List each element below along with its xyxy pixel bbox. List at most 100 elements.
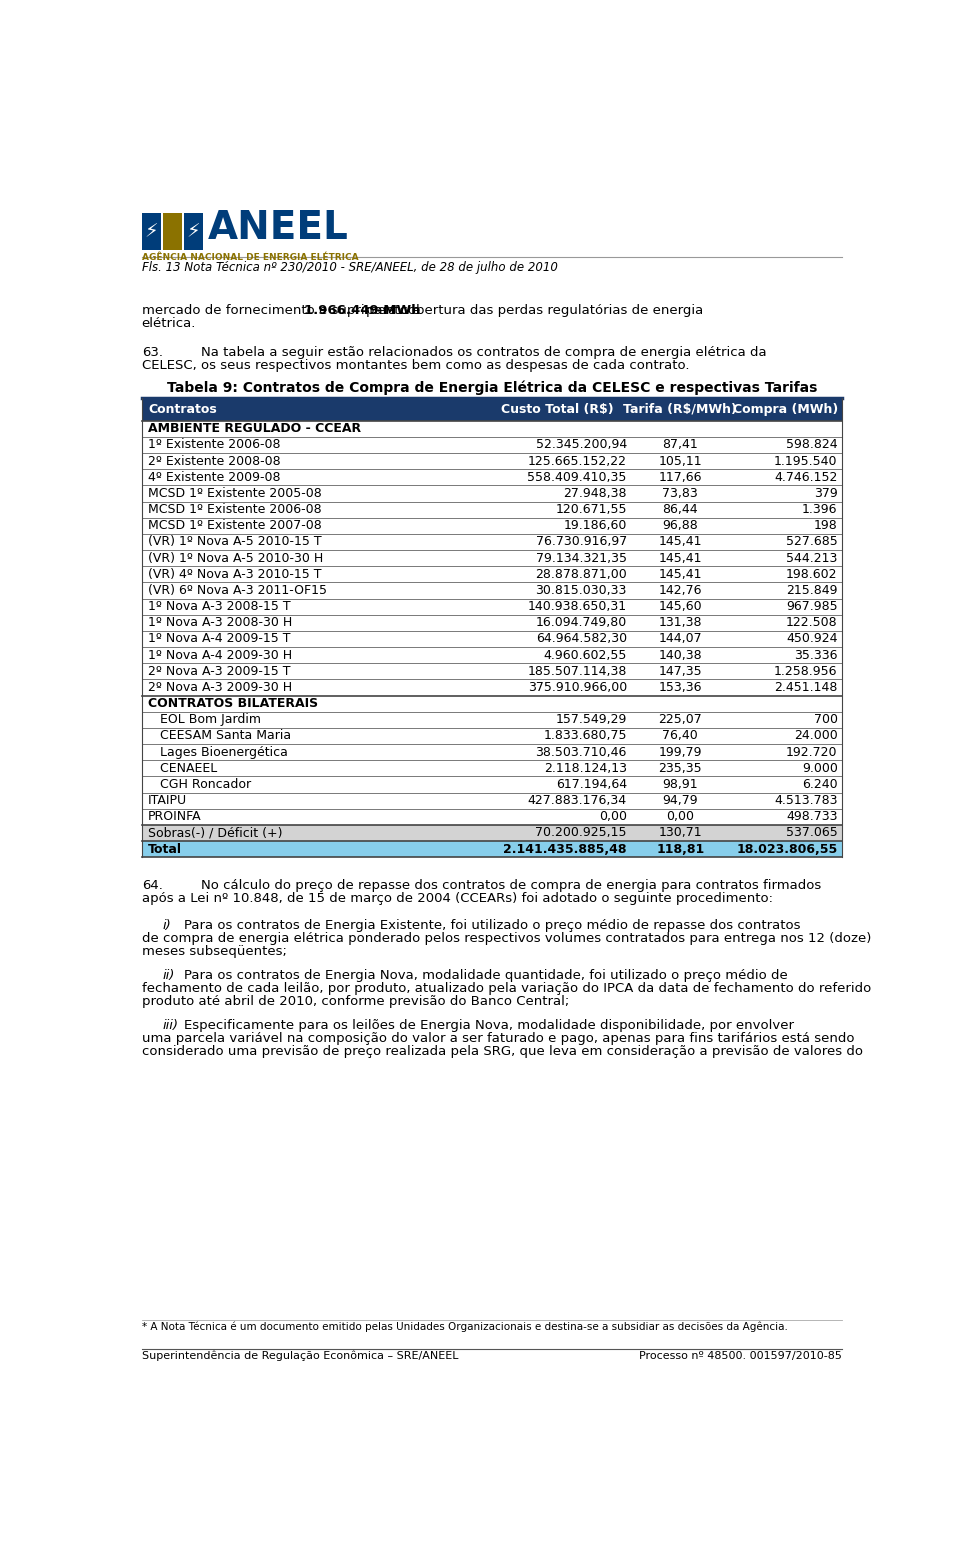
Text: Total: Total bbox=[148, 842, 181, 856]
Text: 117,66: 117,66 bbox=[659, 470, 702, 484]
Text: fechamento de cada leilão, por produto, atualizado pela variação do IPCA da data: fechamento de cada leilão, por produto, … bbox=[142, 982, 871, 995]
Text: Compra (MWh): Compra (MWh) bbox=[733, 402, 838, 416]
Bar bbox=[142, 615, 842, 631]
Text: 98,91: 98,91 bbox=[662, 779, 698, 791]
Text: 2º Nova A-3 2009-15 T: 2º Nova A-3 2009-15 T bbox=[148, 665, 290, 678]
Text: 30.815.030,33: 30.815.030,33 bbox=[536, 584, 627, 597]
Bar bbox=[142, 793, 842, 808]
Text: (VR) 1º Nova A-5 2010-30 H: (VR) 1º Nova A-5 2010-30 H bbox=[148, 552, 324, 564]
Bar bbox=[142, 648, 842, 663]
Text: 118,81: 118,81 bbox=[657, 842, 705, 856]
Bar bbox=[142, 398, 842, 421]
Text: No cálculo do preço de repasse dos contratos de compra de energia para contratos: No cálculo do preço de repasse dos contr… bbox=[202, 879, 822, 891]
Text: 544.213: 544.213 bbox=[786, 552, 838, 564]
Text: 145,60: 145,60 bbox=[659, 600, 702, 614]
Text: ⚡: ⚡ bbox=[186, 222, 200, 241]
Bar bbox=[142, 712, 842, 728]
Text: ii): ii) bbox=[162, 968, 175, 982]
Text: * A Nota Técnica é um documento emitido pelas Unidades Organizacionais e destina: * A Nota Técnica é um documento emitido … bbox=[142, 1321, 787, 1332]
Bar bbox=[142, 745, 842, 760]
Text: 19.186,60: 19.186,60 bbox=[564, 520, 627, 532]
Text: ANEEL: ANEEL bbox=[207, 210, 348, 247]
Text: 9.000: 9.000 bbox=[802, 762, 838, 774]
Text: 140,38: 140,38 bbox=[659, 649, 702, 662]
Bar bbox=[142, 550, 842, 566]
Text: CONTRATOS BILATERAIS: CONTRATOS BILATERAIS bbox=[148, 697, 318, 711]
Text: (VR) 4º Nova A-3 2010-15 T: (VR) 4º Nova A-3 2010-15 T bbox=[148, 567, 322, 581]
Text: 537.065: 537.065 bbox=[786, 827, 838, 839]
Text: Contratos: Contratos bbox=[148, 402, 217, 416]
Text: 700: 700 bbox=[814, 714, 838, 726]
Text: 1.966.449 MWh: 1.966.449 MWh bbox=[304, 304, 420, 316]
Text: 24.000: 24.000 bbox=[794, 729, 838, 743]
Text: CELESC, os seus respectivos montantes bem como as despesas de cada contrato.: CELESC, os seus respectivos montantes be… bbox=[142, 359, 689, 372]
Text: 145,41: 145,41 bbox=[659, 552, 702, 564]
Text: 2º Existente 2008-08: 2º Existente 2008-08 bbox=[148, 455, 280, 467]
Text: 215.849: 215.849 bbox=[786, 584, 838, 597]
Text: 64.: 64. bbox=[142, 879, 162, 891]
Text: 18.023.806,55: 18.023.806,55 bbox=[736, 842, 838, 856]
Text: 96,88: 96,88 bbox=[662, 520, 698, 532]
Text: 1º Nova A-4 2009-15 T: 1º Nova A-4 2009-15 T bbox=[148, 632, 290, 646]
Text: 1.195.540: 1.195.540 bbox=[774, 455, 838, 467]
Text: 450.924: 450.924 bbox=[786, 632, 838, 646]
Bar bbox=[142, 501, 842, 518]
Text: Para os contratos de Energia Nova, modalidade quantidade, foi utilizado o preço : Para os contratos de Energia Nova, modal… bbox=[183, 968, 787, 982]
Bar bbox=[142, 583, 842, 598]
Bar bbox=[142, 840, 842, 857]
Text: (VR) 1º Nova A-5 2010-15 T: (VR) 1º Nova A-5 2010-15 T bbox=[148, 535, 322, 549]
Text: 967.985: 967.985 bbox=[786, 600, 838, 614]
Text: considerado uma previsão de preço realizada pela SRG, que leva em consideração a: considerado uma previsão de preço realiz… bbox=[142, 1045, 863, 1058]
Bar bbox=[142, 486, 842, 501]
Bar bbox=[142, 631, 842, 648]
Text: 1.833.680,75: 1.833.680,75 bbox=[543, 729, 627, 743]
Text: elétrica.: elétrica. bbox=[142, 316, 196, 330]
Text: 130,71: 130,71 bbox=[659, 827, 702, 839]
Text: 427.883.176,34: 427.883.176,34 bbox=[528, 794, 627, 806]
Text: 2.118.124,13: 2.118.124,13 bbox=[544, 762, 627, 774]
Text: 2.451.148: 2.451.148 bbox=[775, 682, 838, 694]
Text: 4º Existente 2009-08: 4º Existente 2009-08 bbox=[148, 470, 280, 484]
Text: 140.938.650,31: 140.938.650,31 bbox=[528, 600, 627, 614]
Text: Sobras(-) / Déficit (+): Sobras(-) / Déficit (+) bbox=[148, 827, 282, 839]
Text: (VR) 6º Nova A-3 2011-OF15: (VR) 6º Nova A-3 2011-OF15 bbox=[148, 584, 327, 597]
Text: 0,00: 0,00 bbox=[599, 811, 627, 823]
Text: 527.685: 527.685 bbox=[786, 535, 838, 549]
Text: ITAIPU: ITAIPU bbox=[148, 794, 187, 806]
Text: Especificamente para os leilões de Energia Nova, modalidade disponibilidade, por: Especificamente para os leilões de Energ… bbox=[183, 1019, 794, 1032]
Bar bbox=[142, 808, 842, 825]
Text: Custo Total (R$): Custo Total (R$) bbox=[501, 402, 613, 416]
Text: 498.733: 498.733 bbox=[786, 811, 838, 823]
Text: EOL Bom Jardim: EOL Bom Jardim bbox=[148, 714, 261, 726]
Text: 185.507.114,38: 185.507.114,38 bbox=[527, 665, 627, 678]
Bar bbox=[142, 453, 842, 469]
Text: 64.964.582,30: 64.964.582,30 bbox=[536, 632, 627, 646]
Text: 16.094.749,80: 16.094.749,80 bbox=[536, 617, 627, 629]
Text: MCSD 1º Existente 2005-08: MCSD 1º Existente 2005-08 bbox=[148, 487, 322, 500]
Text: 558.409.410,35: 558.409.410,35 bbox=[527, 470, 627, 484]
Text: de compra de energia elétrica ponderado pelos respectivos volumes contratados pa: de compra de energia elétrica ponderado … bbox=[142, 931, 871, 945]
Text: 147,35: 147,35 bbox=[659, 665, 702, 678]
Text: 198.602: 198.602 bbox=[786, 567, 838, 581]
Bar bbox=[183, 213, 203, 250]
Text: MCSD 1º Existente 2007-08: MCSD 1º Existente 2007-08 bbox=[148, 520, 322, 532]
Text: 76,40: 76,40 bbox=[662, 729, 698, 743]
Text: 235,35: 235,35 bbox=[659, 762, 702, 774]
Text: Tabela 9: Contratos de Compra de Energia Elétrica da CELESC e respectivas Tarifa: Tabela 9: Contratos de Compra de Energia… bbox=[167, 381, 817, 395]
Text: 379: 379 bbox=[814, 487, 838, 500]
Text: Na tabela a seguir estão relacionados os contratos de compra de energia elétrica: Na tabela a seguir estão relacionados os… bbox=[202, 345, 767, 359]
Bar bbox=[142, 534, 842, 550]
Text: 145,41: 145,41 bbox=[659, 535, 702, 549]
Text: 38.503.710,46: 38.503.710,46 bbox=[536, 746, 627, 759]
Text: 4.960.602,55: 4.960.602,55 bbox=[543, 649, 627, 662]
Text: 2.141.435.885,48: 2.141.435.885,48 bbox=[503, 842, 627, 856]
Text: 131,38: 131,38 bbox=[659, 617, 702, 629]
Text: para cobertura das perdas regulatórias de energia: para cobertura das perdas regulatórias d… bbox=[366, 304, 703, 316]
Text: 1º Nova A-3 2008-15 T: 1º Nova A-3 2008-15 T bbox=[148, 600, 291, 614]
Text: Fls. 13 Nota Técnica nº 230/2010 - SRE/ANEEL, de 28 de julho de 2010: Fls. 13 Nota Técnica nº 230/2010 - SRE/A… bbox=[142, 261, 558, 274]
Text: 1º Existente 2006-08: 1º Existente 2006-08 bbox=[148, 438, 280, 452]
Bar bbox=[142, 421, 842, 436]
Text: 1º Nova A-3 2008-30 H: 1º Nova A-3 2008-30 H bbox=[148, 617, 292, 629]
Bar bbox=[142, 728, 842, 745]
Text: 87,41: 87,41 bbox=[662, 438, 698, 452]
